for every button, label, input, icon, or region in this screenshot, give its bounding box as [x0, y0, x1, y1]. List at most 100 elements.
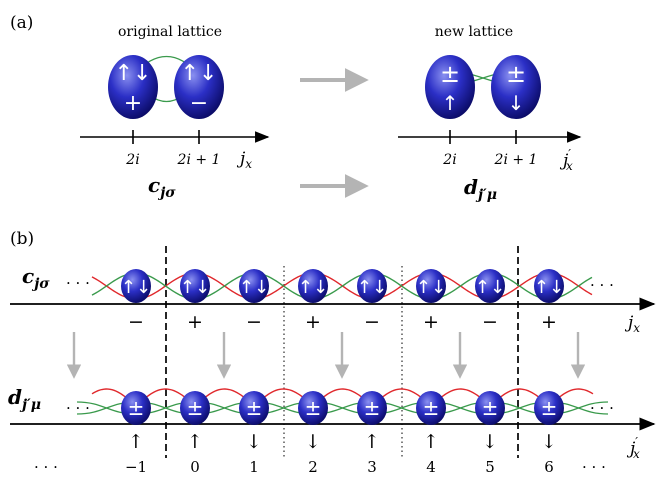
- orbital-bottom-0: ±: [180, 391, 210, 425]
- spin-up-down-icon: ↑↓: [239, 277, 269, 298]
- orbital-body: [180, 269, 210, 303]
- left-lattice-title: original lattice: [118, 24, 222, 40]
- left-tick-label-2: 2i + 1: [177, 152, 221, 168]
- parity-sign-label: −: [128, 311, 144, 333]
- spin-up-icon: ↑: [423, 431, 439, 453]
- spin-up-down-icon: ↑↓: [180, 277, 210, 298]
- spin-down-icon: ↓: [305, 431, 321, 453]
- right-lattice-title: new lattice: [435, 24, 513, 40]
- parity-plus-minus-label: ±: [187, 396, 204, 420]
- spin-up-icon: ↑: [442, 91, 459, 115]
- spin-down-icon: ↓: [482, 431, 498, 453]
- spin-up-down-icon: ↑↓: [298, 277, 328, 298]
- parity-plus-minus-label: ±: [482, 396, 499, 420]
- spin-down-icon: ↓: [541, 431, 557, 453]
- orbital-body: [416, 391, 446, 425]
- orbital-top-2: ↑↓: [298, 269, 328, 303]
- right-axis-label: j′ x: [559, 147, 573, 173]
- parity-sign-label: +: [305, 311, 321, 333]
- panel-a: (a) original lattice new lattice ↑↓ + ↑↓…: [10, 13, 582, 203]
- site-index-label: −1: [125, 458, 147, 476]
- parity-sign-label: +: [541, 311, 557, 333]
- orbital-bottom-4: ±: [416, 391, 446, 425]
- orbital-bottom-5: ±: [475, 391, 505, 425]
- site-index-label: 3: [367, 458, 377, 476]
- parity-plus-minus-label: ±: [128, 396, 145, 420]
- bond-green-wave-top: [91, 272, 593, 300]
- orbital-bottom-3: ±: [357, 391, 387, 425]
- panel-b-mapping-arrows: [66, 332, 586, 379]
- orbital-top-4: ↑↓: [416, 269, 446, 303]
- top-left-ellipsis: · · ·: [66, 274, 90, 292]
- spin-down-icon: ↓: [246, 431, 262, 453]
- orbital-body: [121, 391, 151, 425]
- orbital-bottom-1: ±: [239, 391, 269, 425]
- orbital-left-1: ↑↓ +: [108, 55, 158, 119]
- top-right-ellipsis: · · ·: [590, 276, 614, 294]
- bottom-right-ellipsis-lower: · · ·: [582, 458, 606, 476]
- orbital-top-1: ↑↓: [239, 269, 269, 303]
- parity-plus-label: +: [124, 91, 142, 116]
- orbital-right-2: ± ↓: [491, 55, 541, 119]
- top-axis-label: jx: [624, 313, 640, 335]
- orbital-bottom-−1: ±: [121, 391, 151, 425]
- spin-up-down-icon: ↑↓: [181, 61, 218, 86]
- right-tick-label-2: 2i + 1: [494, 152, 538, 168]
- top-row-operator-label: cjσ: [22, 264, 50, 292]
- orbital-body: [180, 391, 210, 425]
- site-index-label: 0: [190, 458, 200, 476]
- spin-up-down-icon: ↑↓: [357, 277, 387, 298]
- panel-a-tag: (a): [10, 13, 33, 33]
- spin-up-down-icon: ↑↓: [416, 277, 446, 298]
- orbital-top-0: ↑↓: [180, 269, 210, 303]
- spin-up-icon: ↑: [364, 431, 380, 453]
- spin-up-down-icon: ↑↓: [475, 277, 505, 298]
- left-tick-label-1: 2i: [125, 152, 139, 168]
- orbital-bottom-6: ±: [534, 391, 564, 425]
- right-tick-label-1: 2i: [442, 152, 456, 168]
- parity-sign-label: −: [364, 311, 380, 333]
- site-index-label: 6: [544, 458, 554, 476]
- left-axis-label: jx: [236, 149, 252, 171]
- panel-b-labels: − ↑ −1 + ↑ 0 − ↓ 1 + ↓ 2 − ↑ 3 + ↑ 4 − ↓ 5 + ↓ 6: [125, 311, 557, 476]
- orbital-top-5: ↑↓: [475, 269, 505, 303]
- orbital-top-3: ↑↓: [357, 269, 387, 303]
- bottom-row-operator-label: dj′μ: [8, 385, 41, 413]
- orbital-body: [534, 391, 564, 425]
- left-operator-label: cjσ: [148, 173, 176, 201]
- parity-plus-minus-label: ±: [541, 396, 558, 420]
- parity-plus-minus-label: ±: [364, 396, 381, 420]
- spin-up-down-icon: ↑↓: [121, 277, 151, 298]
- bottom-left-ellipsis-lower: · · ·: [34, 458, 58, 476]
- site-index-label: 4: [426, 458, 436, 476]
- orbital-top-6: ↑↓: [534, 269, 564, 303]
- right-operator-label: dj′μ: [464, 175, 497, 203]
- parity-plus-minus-label: ±: [506, 60, 526, 88]
- orbital-top-−1: ↑↓: [121, 269, 151, 303]
- orbital-body: [475, 269, 505, 303]
- parity-sign-label: −: [482, 311, 498, 333]
- orbital-bottom-2: ±: [298, 391, 328, 425]
- orbital-body: [357, 391, 387, 425]
- bottom-left-ellipsis-upper: · · ·: [66, 399, 90, 417]
- orbital-body: [298, 269, 328, 303]
- parity-plus-minus-label: ±: [305, 396, 322, 420]
- site-index-label: 5: [485, 458, 495, 476]
- parity-minus-label: −: [190, 91, 208, 116]
- orbital-body: [475, 391, 505, 425]
- panel-b-tag: (b): [10, 229, 34, 249]
- orbital-body: [121, 269, 151, 303]
- orbital-body: [534, 269, 564, 303]
- spin-up-icon: ↑: [128, 431, 144, 453]
- spin-down-icon: ↓: [508, 91, 525, 115]
- spin-up-down-icon: ↑↓: [115, 61, 152, 86]
- panel-b-orbitals: ↑↓ ± ↑↓ ± ↑↓ ± ↑↓ ± ↑↓ ± ↑↓ ± ↑↓ ± ↑↓ ±: [121, 269, 564, 425]
- orbital-body: [298, 391, 328, 425]
- orbital-body: [357, 269, 387, 303]
- parity-plus-minus-label: ±: [246, 396, 263, 420]
- spin-up-icon: ↑: [187, 431, 203, 453]
- parity-plus-minus-label: ±: [423, 396, 440, 420]
- bottom-axis-label: j′ x: [626, 435, 640, 461]
- site-index-label: 1: [249, 458, 259, 476]
